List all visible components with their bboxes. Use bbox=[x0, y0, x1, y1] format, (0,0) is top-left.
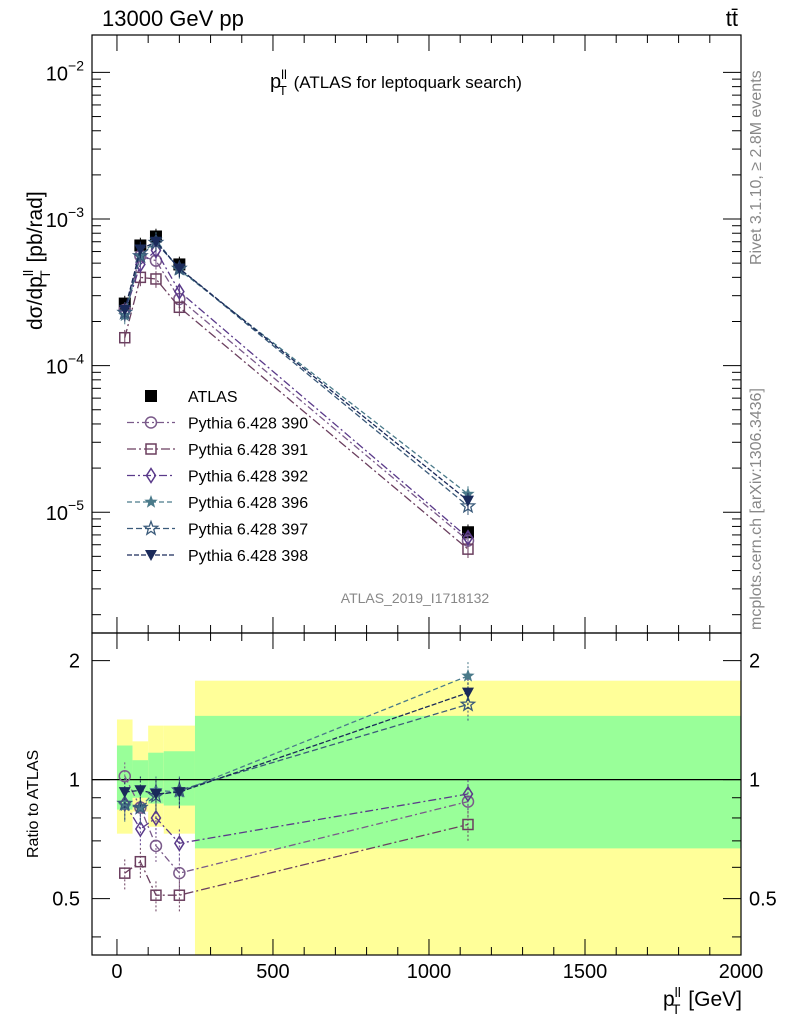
x-tick-label: 0 bbox=[111, 961, 122, 983]
ratio-plot-series bbox=[116, 661, 477, 912]
ratio-data-point bbox=[150, 889, 162, 901]
legend-label: Pythia 6.428 397 bbox=[188, 522, 308, 539]
main-data-point bbox=[173, 283, 185, 300]
legend-marker bbox=[144, 416, 158, 429]
ratio-y-tick-label: 2 bbox=[69, 651, 80, 673]
ratio-data-point bbox=[134, 785, 147, 797]
legend: ATLAS Pythia 6.428 390 Pythia 6.428 391 Pyt… bbox=[127, 389, 308, 565]
ratio-y-tick-label-right: 2 bbox=[749, 651, 760, 673]
main-y-tick-base: 10 bbox=[46, 503, 68, 525]
legend-label: Pythia 6.428 390 bbox=[188, 416, 308, 433]
legend-marker bbox=[144, 495, 158, 508]
x-axis-label: pll T [GeV] bbox=[663, 984, 742, 1017]
main-plot-frame: 10−510−410−310−2 bbox=[46, 34, 742, 634]
ratio-data-point bbox=[462, 818, 474, 831]
legend-label: Pythia 6.428 396 bbox=[188, 495, 308, 512]
legend-marker bbox=[142, 519, 160, 536]
main-plot-border bbox=[91, 34, 742, 634]
main-data-point bbox=[173, 263, 186, 275]
ratio-data-point bbox=[150, 809, 162, 827]
ratio-data-point bbox=[149, 788, 162, 800]
ratio-y-tick-label-right: 1 bbox=[749, 770, 760, 792]
plot-title: pll T (ATLAS for leptoquark search) bbox=[270, 67, 522, 98]
main-data-point bbox=[131, 247, 149, 264]
main-data-point bbox=[462, 529, 474, 547]
ratio-data-point bbox=[173, 787, 186, 799]
main-y-tick-label: 10−5 bbox=[46, 497, 84, 525]
legend-label: Pythia 6.428 392 bbox=[188, 469, 308, 486]
x-tick-label: 1500 bbox=[563, 961, 608, 983]
ratio-data-point bbox=[173, 834, 185, 852]
ratio-y-axis-label: Ratio to ATLAS bbox=[25, 750, 42, 858]
main-data-point bbox=[149, 236, 162, 248]
ratio-data-point bbox=[119, 867, 131, 879]
ratio-data-point bbox=[118, 798, 132, 812]
legend-label: Pythia 6.428 391 bbox=[188, 442, 308, 459]
main-y-tick-base: 10 bbox=[46, 210, 68, 232]
legend-marker bbox=[145, 443, 157, 455]
main-y-tick-exponent: −5 bbox=[68, 497, 84, 513]
legend-marker bbox=[145, 467, 157, 484]
main-series-line bbox=[124, 241, 469, 507]
legend-label: Pythia 6.428 398 bbox=[188, 548, 308, 565]
x-tick-label: 2000 bbox=[719, 961, 764, 983]
ratio-data-point bbox=[461, 795, 475, 808]
main-data-point bbox=[150, 273, 162, 285]
ratio-data-point bbox=[461, 687, 474, 699]
ratio-data-point bbox=[131, 798, 149, 815]
main-y-tick-label: 10−4 bbox=[46, 351, 84, 379]
main-series-line bbox=[124, 240, 469, 502]
main-data-point bbox=[461, 495, 474, 507]
main-y-tick-exponent: −4 bbox=[68, 351, 84, 367]
ratio-plot-frame: 0.5 0.5 1 1 2 2 0 500 1000 1500 2000 bbox=[52, 632, 777, 983]
ratio-uncertainty-bands bbox=[116, 680, 742, 955]
ratio-plot-border bbox=[91, 632, 742, 956]
ratio-data-point bbox=[462, 785, 474, 803]
ratio-data-point bbox=[173, 866, 186, 880]
main-y-tick-label: 10−3 bbox=[46, 204, 84, 232]
main-data-point bbox=[134, 244, 147, 256]
ratio-y-tick-label: 0.5 bbox=[52, 889, 80, 911]
main-y-tick-exponent: −2 bbox=[68, 57, 84, 73]
rivet-label: Rivet 3.1.10, ≥ 2.8M events bbox=[748, 70, 765, 265]
legend-marker bbox=[145, 390, 157, 402]
ratio-data-point bbox=[461, 668, 475, 682]
main-data-point bbox=[173, 301, 186, 314]
ratio-data-point bbox=[134, 855, 147, 868]
main-y-tick-base: 10 bbox=[46, 63, 68, 85]
beam-label: 13000 GeV pp bbox=[102, 6, 244, 31]
main-data-point bbox=[119, 331, 131, 344]
main-y-axis-label: dσ/dpllT [pb/rad] bbox=[20, 191, 53, 330]
ratio-data-point bbox=[118, 769, 132, 783]
analysis-label: ATLAS_2019_I1718132 bbox=[341, 590, 490, 606]
main-y-tick-base: 10 bbox=[46, 357, 68, 379]
x-tick-label: 1000 bbox=[407, 961, 452, 983]
x-tick-label: 500 bbox=[256, 961, 289, 983]
ratio-data-point bbox=[134, 820, 146, 838]
mcplots-label: mcplots.cern.ch [arXiv:1306.3436] bbox=[748, 388, 765, 630]
ratio-y-tick-label: 1 bbox=[69, 770, 80, 792]
ratio-y-tick-label-right: 0.5 bbox=[749, 889, 777, 911]
legend-label: ATLAS bbox=[188, 389, 238, 406]
ratio-data-point bbox=[118, 787, 131, 799]
legend-marker bbox=[145, 550, 157, 561]
ratio-data-point bbox=[149, 839, 163, 853]
ratio-data-point bbox=[173, 889, 186, 901]
main-data-point bbox=[118, 304, 131, 316]
main-series-line bbox=[124, 276, 469, 550]
main-y-tick-label: 10−2 bbox=[46, 57, 84, 85]
main-plot-series bbox=[116, 228, 477, 558]
main-y-tick-exponent: −3 bbox=[68, 204, 84, 220]
main-series-line bbox=[124, 255, 469, 542]
process-label: tt̄ bbox=[726, 6, 738, 31]
